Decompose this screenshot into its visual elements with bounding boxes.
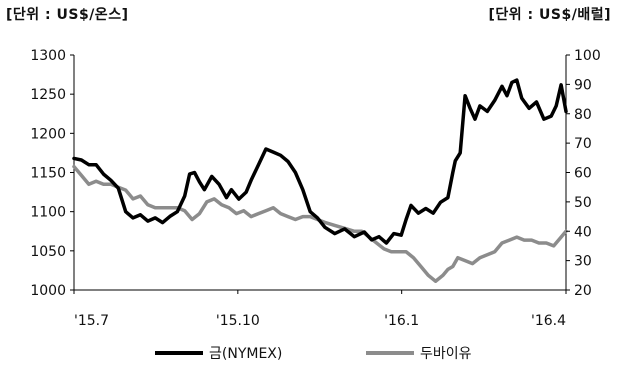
right-tick-label: 70 [574, 136, 592, 152]
legend-swatch-dubai [366, 351, 414, 355]
legend-label-gold: 금(NYMEX) [209, 346, 283, 362]
x-tick-label: '16.1 [384, 313, 419, 329]
legend-swatch-gold [155, 351, 203, 355]
left-tick-label: 1000 [30, 283, 66, 299]
legend-item-dubai: 두바이유 [366, 343, 472, 363]
right-tick-label: 100 [574, 48, 601, 64]
series-line-gold [72, 78, 568, 245]
x-tick-label: '16.4 [531, 313, 566, 329]
left-tick-label: 1150 [30, 166, 66, 182]
left-tick-label: 1300 [30, 48, 66, 64]
legend: 금(NYMEX) 두바이유 [0, 343, 617, 363]
right-tick-label: 80 [574, 107, 592, 123]
left-tick-label: 1200 [30, 126, 66, 142]
right-tick-label: 20 [574, 283, 592, 299]
x-tick-label: '15.10 [216, 313, 260, 329]
right-tick-label: 40 [574, 224, 592, 240]
right-tick-label: 90 [574, 77, 592, 93]
right-tick-label: 30 [574, 254, 592, 270]
legend-label-dubai: 두바이유 [420, 346, 472, 362]
left-tick-label: 1050 [30, 244, 66, 260]
right-axis-unit-label: [단위 : US$/배럴] [488, 7, 611, 23]
left-tick-label: 1100 [30, 205, 66, 221]
x-tick-label: '15.7 [74, 313, 109, 329]
left-axis-unit-label: [단위 : US$/온스] [6, 7, 129, 23]
right-tick-label: 50 [574, 195, 592, 211]
right-tick-label: 60 [574, 166, 592, 182]
legend-item-gold: 금(NYMEX) [155, 343, 282, 363]
left-tick-label: 1250 [30, 87, 66, 103]
